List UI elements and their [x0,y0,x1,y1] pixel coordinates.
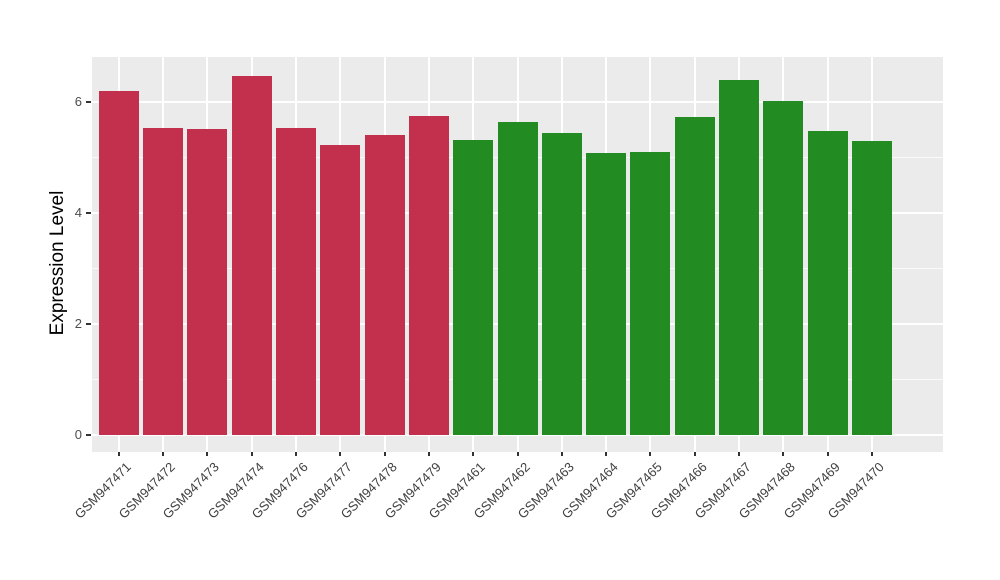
y-tick-mark-4 [86,212,91,215]
x-tick-label-GSM947479: GSM947479 [381,459,444,522]
x-tick-mark-GSM947462 [516,452,519,456]
x-tick-mark-GSM947470 [871,452,874,456]
bar-GSM947472 [142,128,183,435]
x-tick-label-GSM947466: GSM947466 [647,459,710,522]
x-tick-mark-GSM947479 [427,452,430,456]
bar-GSM947464 [586,153,627,435]
y-tick-label-2: 2 [74,316,82,332]
y-tick-label-6: 6 [74,94,82,110]
x-tick-mark-GSM947478 [383,452,386,456]
x-tick-mark-GSM947476 [294,452,297,456]
x-tick-label-GSM947474: GSM947474 [204,459,267,522]
x-tick-mark-GSM947463 [560,452,563,456]
x-tick-mark-GSM947468 [782,452,785,456]
x-tick-mark-GSM947469 [826,452,829,456]
bar-GSM947465 [630,151,671,435]
y-tick-mark-6 [86,101,91,104]
x-tick-mark-GSM947473 [206,452,209,456]
bar-GSM947474 [231,75,272,435]
x-tick-label-GSM947463: GSM947463 [514,459,577,522]
x-tick-label-GSM947468: GSM947468 [736,459,799,522]
x-tick-label-GSM947470: GSM947470 [824,459,887,522]
bar-GSM947462 [497,122,538,435]
bar-GSM947466 [674,116,715,435]
y-tick-mark-2 [86,323,91,326]
x-tick-label-GSM947462: GSM947462 [470,459,533,522]
x-tick-mark-GSM947477 [339,452,342,456]
x-tick-label-GSM947472: GSM947472 [115,459,178,522]
x-tick-mark-GSM947464 [605,452,608,456]
bar-GSM947468 [763,100,804,435]
x-tick-label-GSM947465: GSM947465 [603,459,666,522]
bar-GSM947469 [807,130,848,435]
bar-GSM947467 [719,79,760,435]
x-tick-label-GSM947476: GSM947476 [248,459,311,522]
x-tick-mark-GSM947461 [472,452,475,456]
x-tick-mark-GSM947466 [693,452,696,456]
bar-GSM947479 [408,115,449,435]
bar-GSM947461 [453,139,494,435]
x-tick-label-GSM947469: GSM947469 [780,459,843,522]
x-tick-mark-GSM947467 [738,452,741,456]
x-tick-label-GSM947471: GSM947471 [71,459,134,522]
bar-GSM947471 [98,91,139,435]
bar-GSM947476 [275,128,316,435]
x-tick-mark-GSM947465 [649,452,652,456]
bar-GSM947470 [852,141,893,435]
x-tick-mark-GSM947471 [117,452,120,456]
y-tick-label-4: 4 [74,205,82,221]
x-tick-label-GSM947461: GSM947461 [425,459,489,522]
x-tick-mark-GSM947474 [250,452,253,456]
bar-GSM947478 [364,134,405,435]
x-tick-label-GSM947478: GSM947478 [337,459,400,522]
x-tick-mark-GSM947472 [161,452,164,456]
bar-GSM947473 [187,129,228,435]
y-tick-mark-0 [86,433,91,436]
plot-panel [92,57,943,452]
x-tick-label-GSM947473: GSM947473 [159,459,223,522]
bar-GSM947477 [320,144,361,435]
y-tick-label-0: 0 [74,426,82,442]
y-axis-title: Expression Level [47,190,68,336]
bar-GSM947463 [541,132,582,435]
x-tick-label-GSM947477: GSM947477 [292,459,356,522]
